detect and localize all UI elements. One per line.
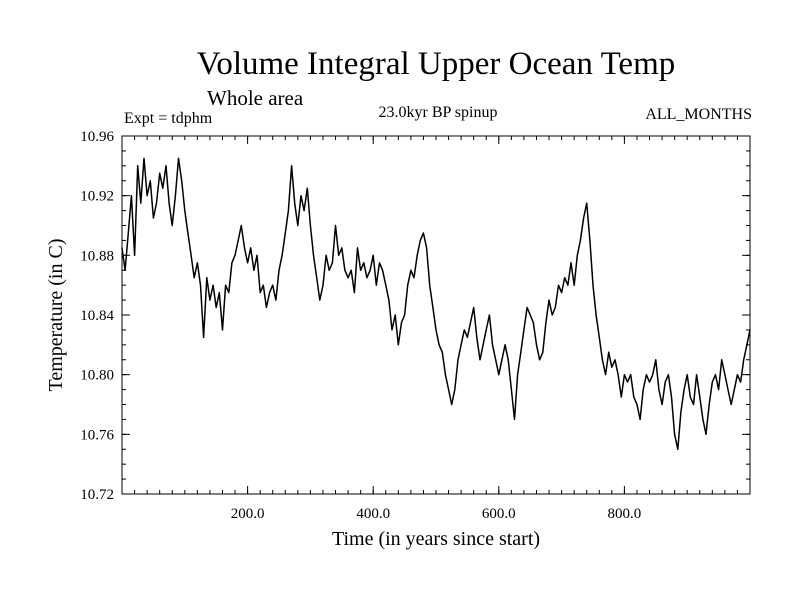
y-tick-label: 10.96 xyxy=(80,129,114,145)
y-axis-label: Temperature (in C) xyxy=(45,239,67,392)
temperature-series-line xyxy=(121,157,751,451)
y-tick-label: 10.84 xyxy=(80,308,114,324)
y-axis: 10.72 10.76 10.80 10.84 10.88 10.92 10.96 xyxy=(80,129,750,503)
x-tick-label: 600.0 xyxy=(482,506,516,522)
y-tick-label: 10.92 xyxy=(80,189,114,205)
x-axis: 200.0 400.0 600.0 800.0 xyxy=(134,136,738,522)
x-tick-label: 400.0 xyxy=(356,506,390,522)
y-tick-label: 10.72 xyxy=(80,487,114,503)
plot-frame xyxy=(121,135,751,495)
y-tick-label: 10.88 xyxy=(80,248,114,264)
x-tick-label: 800.0 xyxy=(608,506,642,522)
y-tick-label: 10.76 xyxy=(80,427,114,443)
y-tick-label: 10.80 xyxy=(80,368,114,384)
period-label: 23.0kyr BP spinup xyxy=(378,104,498,121)
months-label: ALL_MONTHS xyxy=(645,106,752,123)
experiment-label: Expt = tdphm xyxy=(124,110,213,127)
x-tick-label: 200.0 xyxy=(231,506,265,522)
chart-title: Volume Integral Upper Ocean Temp xyxy=(196,46,676,82)
x-axis-label: Time (in years since start) xyxy=(332,528,540,550)
chart-subtitle: Whole area xyxy=(207,86,304,110)
